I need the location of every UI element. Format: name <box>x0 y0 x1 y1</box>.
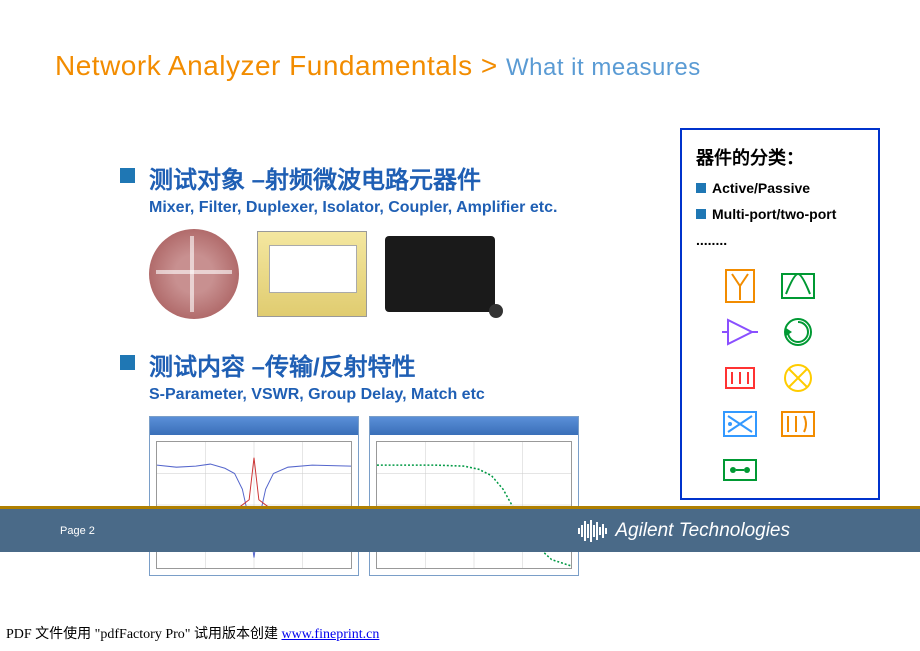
company-name: Agilent Technologies <box>615 520 790 542</box>
pdf-note-text: PDF 文件使用 "pdfFactory Pro" 试用版本创建 <box>6 627 282 642</box>
sidebar-item: Active/Passive <box>696 180 868 196</box>
bullet-2: 测试内容 –传输/反射特性 <box>120 347 660 382</box>
filter-icon <box>780 268 816 304</box>
coupler-icon <box>780 406 816 442</box>
sidebar-title: 器件的分类： <box>696 144 868 170</box>
bullet-1-body: Mixer, Filter, Duplexer, Isolator, Coupl… <box>149 199 660 217</box>
bullet-square-icon <box>696 183 706 193</box>
mixer-icon <box>780 360 816 396</box>
bullet-1-heading: 测试对象 –射频微波电路元器件 <box>149 160 481 195</box>
spark-icon <box>578 520 607 542</box>
bullet-1: 测试对象 –射频微波电路元器件 <box>120 160 660 195</box>
wafer-image <box>149 229 239 319</box>
charts-row <box>149 416 660 576</box>
bullet-square-icon <box>120 355 135 370</box>
switch-icon <box>722 406 758 442</box>
title-separator: > <box>481 50 498 81</box>
amplifier-icon <box>722 314 758 350</box>
slide: Network Analyzer Fundamentals > What it … <box>0 0 920 600</box>
sidebar-panel: 器件的分类： Active/Passive Multi-port/two-por… <box>680 128 880 500</box>
lowpass-chart <box>369 416 579 576</box>
sidebar-item-label: ........ <box>696 232 727 248</box>
agilent-logo: Agilent Technologies <box>578 520 790 542</box>
sidebar-item-label: Active/Passive <box>712 180 810 196</box>
title-main: Network Analyzer Fundamentals <box>55 50 473 81</box>
bullet-square-icon <box>696 209 706 219</box>
sidebar-item-label: Multi-port/two-port <box>712 206 836 222</box>
page-number: Page 2 <box>60 525 95 537</box>
footer-bar: Page 2 Agilent Technologies <box>0 506 920 552</box>
sidebar-item: ........ <box>696 232 868 248</box>
component-icon-grid <box>722 268 868 488</box>
device-images-row <box>149 229 660 319</box>
circulator-icon <box>780 314 816 350</box>
circuit-board-image <box>257 231 367 317</box>
resonance-chart <box>149 416 359 576</box>
slide-title: Network Analyzer Fundamentals > What it … <box>0 50 920 82</box>
bullet-square-icon <box>120 168 135 183</box>
sidebar-item: Multi-port/two-port <box>696 206 868 222</box>
pdf-note-link[interactable]: www.fineprint.cn <box>282 627 380 642</box>
bullet-2-body: S-Parameter, VSWR, Group Delay, Match et… <box>149 386 660 404</box>
attenuator-icon <box>722 360 758 396</box>
bullet-2-heading: 测试内容 –传输/反射特性 <box>149 347 416 382</box>
pdf-watermark: PDF 文件使用 "pdfFactory Pro" 试用版本创建 www.fin… <box>6 623 379 643</box>
title-sub: What it measures <box>506 54 701 81</box>
splitter-icon <box>722 452 758 488</box>
rf-module-image <box>385 236 495 312</box>
antenna-icon <box>722 268 758 304</box>
